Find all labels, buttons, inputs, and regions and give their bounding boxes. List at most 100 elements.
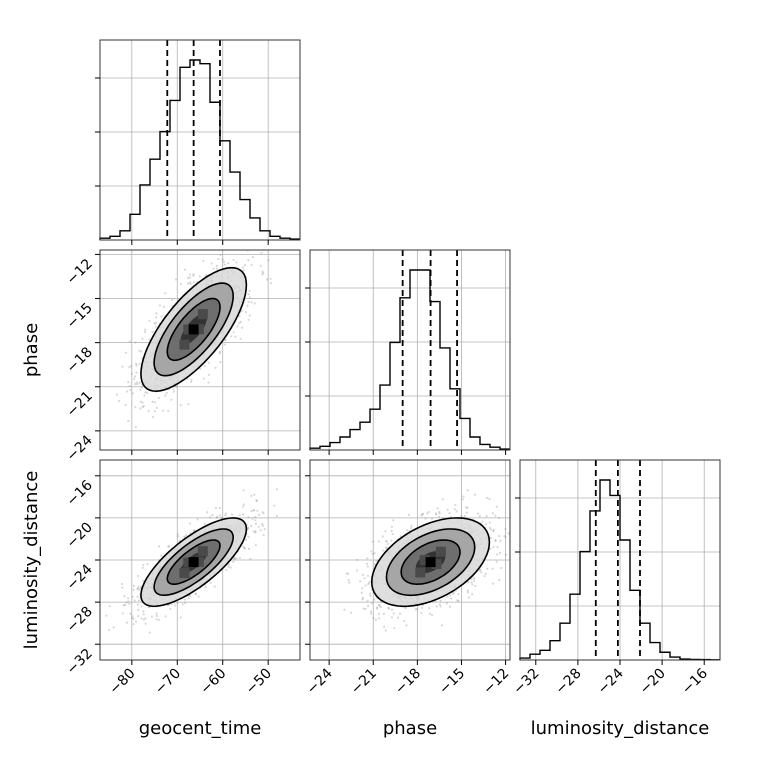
scatter-point (435, 605, 438, 608)
scatter-point (343, 608, 346, 611)
scatter-point (215, 267, 219, 270)
scatter-point (385, 540, 389, 543)
scatter-point (207, 361, 210, 364)
scatter-point (439, 605, 442, 608)
scatter-point (382, 625, 386, 628)
scatter-point (218, 506, 221, 509)
x-tick-label: −12 (480, 666, 512, 698)
scatter-point (241, 247, 243, 249)
scatter-point (376, 606, 379, 609)
scatter-point (360, 587, 364, 590)
scatter-point (176, 533, 179, 536)
scatter-point (404, 606, 407, 610)
scatter-point (194, 593, 197, 596)
scatter-point (492, 582, 495, 585)
x-tick-label: −20 (637, 666, 669, 698)
scatter-point (247, 527, 250, 530)
scatter-point (421, 513, 424, 516)
scatter-point (240, 309, 243, 312)
scatter-point (239, 320, 242, 323)
scatter-point (89, 667, 91, 669)
scatter-point (361, 573, 365, 576)
scatter-point (472, 576, 476, 580)
y-axis-label-phase: phase (21, 323, 42, 377)
scatter-point (217, 257, 220, 261)
scatter-point (249, 524, 253, 528)
scatter-point (214, 506, 218, 510)
scatter-point (245, 245, 247, 247)
scatter-point (151, 415, 154, 419)
scatter-point (269, 242, 271, 244)
scatter-point (435, 513, 438, 516)
scatter-point (155, 316, 158, 319)
scatter-point (454, 504, 457, 507)
scatter-point (129, 612, 132, 615)
scatter-point (170, 603, 173, 606)
scatter-point (257, 513, 261, 516)
scatter-point (142, 563, 145, 567)
scatter-point (223, 343, 227, 346)
scatter-point (123, 595, 126, 598)
scatter-point (366, 565, 369, 568)
scatter-point (198, 275, 201, 278)
scatter-point (261, 523, 264, 526)
x-tick-label: −24 (595, 665, 627, 697)
density-cell (179, 568, 190, 579)
scatter-point (414, 608, 417, 611)
scatter-point (436, 507, 439, 510)
scatter-point (164, 292, 167, 295)
scatter-point (136, 574, 140, 578)
contour-line (153, 282, 235, 377)
scatter-point (171, 298, 174, 301)
scatter-point (246, 247, 248, 249)
scatter-point (406, 529, 409, 532)
scatter-point (157, 396, 161, 400)
scatter-point (186, 282, 189, 285)
scatter-point (253, 493, 256, 496)
scatter-point (197, 595, 200, 598)
scatter-point (259, 264, 262, 267)
scatter-point (503, 534, 506, 538)
y-tick-label: −15 (64, 300, 96, 332)
scatter-point (483, 574, 486, 578)
scatter-point (160, 554, 163, 557)
scatter-point (235, 261, 238, 264)
scatter-point (495, 560, 498, 563)
scatter-point (124, 351, 128, 354)
scatter-point (247, 300, 250, 304)
scatter-point (144, 622, 147, 625)
scatter-point (367, 582, 370, 586)
scatter-point (155, 406, 158, 409)
scatter-point (420, 611, 423, 614)
scatter-point (124, 403, 127, 406)
scatter-point (403, 619, 406, 623)
scatter-point (391, 532, 394, 536)
scatter-point (126, 596, 130, 600)
scatter-point (250, 263, 253, 266)
scatter-point (490, 528, 493, 531)
scatter-point (222, 260, 225, 264)
scatter-point (144, 391, 147, 394)
scatter-point (121, 365, 124, 368)
scatter-point (208, 516, 212, 519)
scatter-point (133, 375, 137, 378)
scatter-point (470, 581, 473, 584)
density-cell (435, 546, 446, 557)
scatter-point (242, 266, 245, 269)
scatter-point (179, 616, 182, 619)
scatter-point (147, 606, 150, 609)
scatter-point (247, 293, 250, 296)
scatter-point (393, 627, 396, 630)
scatter-point (229, 243, 231, 245)
scatter-point (261, 511, 264, 514)
scatter-point (138, 362, 141, 366)
scatter-point (131, 595, 134, 598)
scatter-point (127, 381, 130, 384)
scatter-point (488, 521, 491, 524)
scatter-point (495, 505, 498, 508)
scatter-point (410, 526, 413, 530)
scatter-point (243, 263, 247, 267)
scatter-point (130, 372, 133, 375)
scatter-point (347, 579, 350, 582)
